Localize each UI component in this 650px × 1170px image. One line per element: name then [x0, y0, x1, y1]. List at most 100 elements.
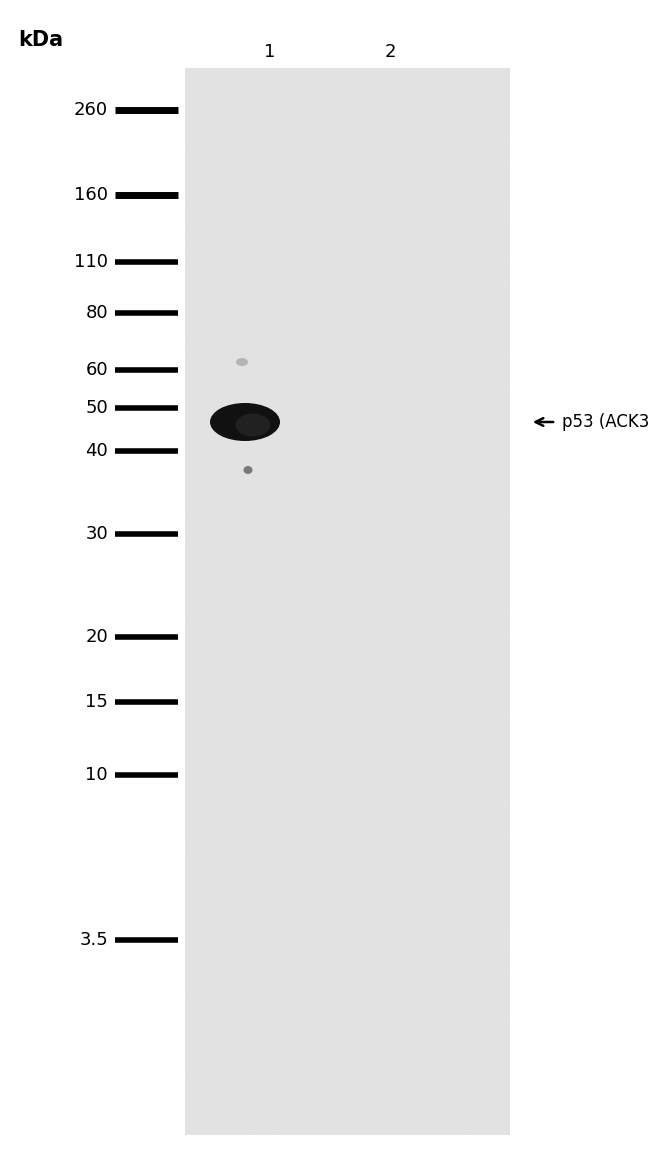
Point	[405, 542, 415, 560]
Point	[194, 645, 205, 663]
Point	[308, 131, 318, 150]
Point	[233, 180, 244, 199]
Point	[300, 1052, 311, 1071]
Point	[294, 312, 304, 331]
Point	[337, 508, 347, 526]
Point	[490, 133, 501, 152]
Point	[337, 1044, 347, 1062]
Point	[297, 574, 307, 593]
Point	[341, 689, 351, 708]
Point	[384, 934, 394, 952]
Point	[246, 1053, 256, 1072]
Point	[426, 242, 436, 261]
Point	[328, 661, 338, 680]
Point	[227, 186, 238, 205]
Point	[330, 596, 341, 614]
Point	[302, 221, 312, 240]
Point	[391, 777, 402, 796]
Point	[190, 462, 201, 481]
Point	[448, 855, 458, 874]
Point	[287, 191, 298, 209]
Point	[364, 760, 374, 779]
Point	[436, 479, 447, 497]
Point	[500, 275, 511, 294]
Point	[341, 76, 351, 95]
Point	[488, 87, 498, 105]
Point	[398, 716, 408, 735]
Point	[347, 1027, 358, 1046]
Point	[194, 996, 204, 1014]
Point	[320, 853, 331, 872]
Point	[302, 918, 313, 937]
Point	[240, 420, 250, 439]
Point	[298, 1002, 308, 1020]
Point	[378, 151, 389, 170]
Point	[356, 870, 366, 889]
Point	[450, 199, 461, 218]
Point	[281, 880, 292, 899]
Point	[502, 601, 512, 620]
Point	[352, 261, 363, 280]
Point	[450, 566, 461, 585]
Point	[196, 457, 206, 476]
Point	[356, 140, 366, 159]
Point	[465, 599, 476, 618]
Point	[445, 435, 456, 454]
Point	[426, 556, 437, 574]
Point	[422, 544, 432, 563]
Point	[204, 433, 214, 452]
Point	[445, 572, 455, 591]
Point	[367, 949, 378, 968]
Point	[190, 938, 201, 957]
Point	[385, 803, 396, 821]
Point	[469, 952, 479, 971]
Point	[196, 335, 207, 353]
Point	[342, 81, 352, 99]
Point	[454, 827, 464, 846]
Point	[447, 875, 457, 894]
Point	[393, 229, 404, 248]
Point	[326, 238, 337, 256]
Point	[207, 846, 217, 865]
Point	[301, 1060, 311, 1079]
Point	[317, 261, 327, 280]
Point	[343, 744, 353, 763]
Point	[257, 715, 267, 734]
Point	[211, 289, 222, 308]
Point	[369, 744, 379, 763]
Point	[294, 909, 304, 928]
Point	[373, 997, 384, 1016]
Point	[341, 955, 352, 973]
Point	[381, 731, 391, 750]
Point	[198, 103, 209, 122]
Point	[360, 505, 370, 524]
Point	[218, 104, 229, 123]
Point	[191, 842, 202, 861]
Point	[272, 535, 283, 553]
Point	[194, 1002, 204, 1020]
Point	[405, 269, 415, 288]
Point	[481, 195, 491, 214]
Point	[368, 1095, 378, 1114]
Point	[360, 979, 370, 998]
Point	[370, 123, 381, 142]
Point	[233, 1080, 243, 1099]
Point	[369, 398, 380, 417]
Point	[364, 565, 374, 584]
Point	[471, 1108, 482, 1127]
Point	[388, 635, 398, 654]
Point	[184, 989, 194, 1007]
Point	[402, 391, 412, 410]
Point	[416, 901, 426, 920]
Point	[241, 1011, 252, 1030]
Point	[409, 971, 419, 990]
Point	[369, 73, 380, 91]
Point	[241, 613, 252, 632]
Point	[386, 66, 396, 84]
Point	[374, 915, 385, 934]
Point	[342, 330, 352, 349]
Point	[476, 702, 487, 721]
Point	[493, 851, 503, 869]
Point	[266, 208, 277, 227]
Point	[471, 68, 481, 87]
